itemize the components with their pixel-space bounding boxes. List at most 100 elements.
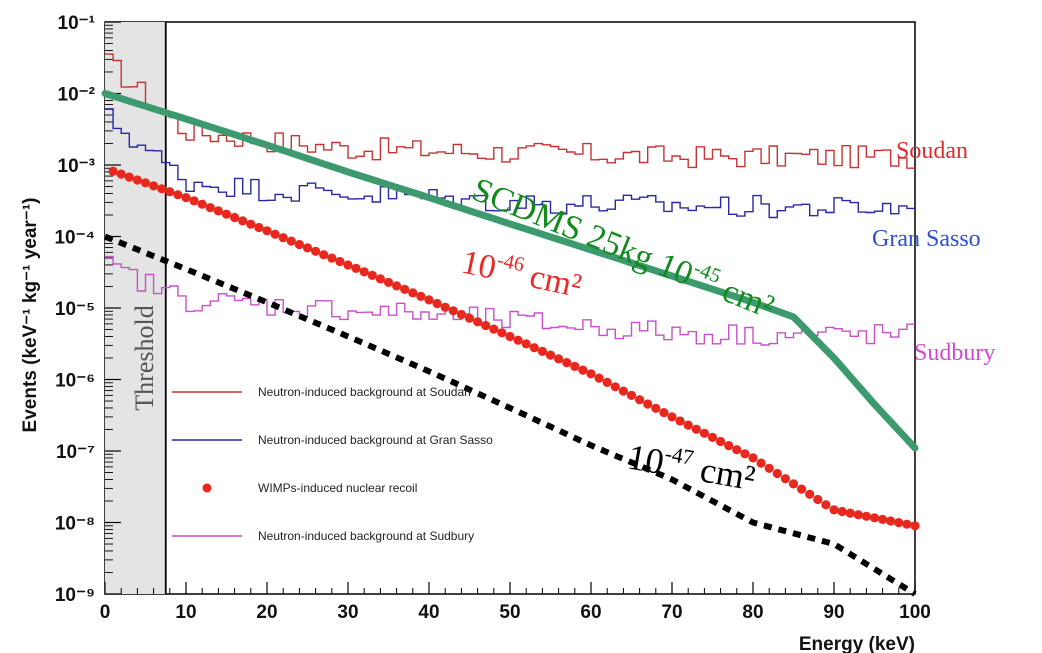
wimp-point xyxy=(408,288,418,298)
wimp-point xyxy=(626,390,637,400)
x-tick-label: 30 xyxy=(337,602,358,623)
wimp-point xyxy=(116,169,126,179)
wimp-point xyxy=(521,339,531,349)
wimp-point xyxy=(675,416,685,426)
wimp-point xyxy=(302,243,313,253)
wimp-point xyxy=(699,428,710,438)
series-sudbury xyxy=(105,255,915,346)
y-tick-label: 10⁻¹ xyxy=(58,13,96,34)
wimp-point xyxy=(586,369,596,379)
wimp-point xyxy=(400,284,410,294)
wimp-point xyxy=(149,181,159,191)
wimp-point xyxy=(319,250,329,260)
wimp-point xyxy=(343,260,353,270)
x-tick-label: 100 xyxy=(899,602,931,623)
wimp-point xyxy=(140,178,151,188)
x-axis-label: Energy (keV) xyxy=(799,634,915,653)
wimp-point xyxy=(464,313,475,323)
wimp-point xyxy=(805,489,815,499)
wimp-point xyxy=(383,277,394,287)
wimp-point xyxy=(748,453,758,463)
wimp-point xyxy=(780,474,791,484)
wimp-point xyxy=(197,199,207,209)
wimp-point xyxy=(837,506,847,517)
wimp-point xyxy=(359,267,369,277)
annotation-sudbury: Sudbury xyxy=(914,340,995,366)
wimp-point xyxy=(910,521,920,531)
wimp-point xyxy=(707,432,718,442)
y-tick-label: 10⁻⁶ xyxy=(55,371,95,392)
wimp-point xyxy=(691,424,701,434)
wimp-point xyxy=(537,346,548,356)
legend-label: Neutron-induced background at Soudan xyxy=(258,385,471,399)
wimp-point xyxy=(853,510,863,520)
y-tick-label: 10⁻⁷ xyxy=(56,442,95,463)
series-10-cm xyxy=(103,233,917,597)
wimp-point xyxy=(813,494,823,505)
wimp-point xyxy=(732,445,742,455)
series-layer xyxy=(101,53,920,597)
x-tick-label: 10 xyxy=(175,602,196,623)
axis-labels: Energy (keV) Events (keV⁻¹ kg⁻¹ year⁻¹) xyxy=(20,198,915,653)
wimp-point xyxy=(545,350,556,360)
wimp-point xyxy=(221,209,232,219)
wimp-point xyxy=(902,519,912,529)
wimp-point xyxy=(756,458,766,468)
wimp-point xyxy=(618,386,629,396)
wimp-point xyxy=(181,193,191,203)
wimp-point xyxy=(562,358,572,368)
annotation-soudan: Soudan xyxy=(896,138,968,164)
legend-label: WIMPs-induced nuclear recoil xyxy=(258,481,417,495)
wimp-point xyxy=(578,365,588,375)
legend: Neutron-induced background at Soudan Neut… xyxy=(172,385,493,543)
legend-swatch xyxy=(202,483,212,493)
y-tick-label: 10⁻³ xyxy=(58,156,96,177)
wimp-point xyxy=(797,484,807,494)
wimp-point xyxy=(513,335,523,345)
series-wimps-10-cm xyxy=(108,166,920,531)
wimp-point xyxy=(456,309,466,320)
wimp-point xyxy=(659,408,669,418)
legend-entry: Neutron-induced background at Sudbury xyxy=(172,529,474,543)
x-tick-label: 20 xyxy=(256,602,277,623)
wimp-point xyxy=(238,216,248,226)
wimp-point xyxy=(270,229,280,239)
wimp-point xyxy=(165,187,175,197)
wimp-point xyxy=(108,166,118,176)
y-axis-label: Events (keV⁻¹ kg⁻¹ year⁻¹) xyxy=(20,198,41,433)
x-tick-label: 60 xyxy=(580,602,601,623)
wimp-point xyxy=(375,274,385,284)
wimp-point xyxy=(157,184,167,194)
y-tick-label: 10⁻⁵ xyxy=(55,299,95,320)
wimp-point xyxy=(440,302,450,312)
x-tick-label: 80 xyxy=(742,602,763,623)
plot-frame xyxy=(104,21,916,595)
wimp-point xyxy=(594,373,604,383)
y-tick-label: 10⁻⁴ xyxy=(54,228,95,249)
x-tick-label: 70 xyxy=(661,602,682,623)
wimp-point xyxy=(554,354,564,364)
wimp-point xyxy=(602,377,612,387)
wimp-point xyxy=(294,239,304,250)
series-soudan xyxy=(105,53,915,169)
series-scdms-25kg-10-cm xyxy=(101,90,919,452)
wimp-point xyxy=(894,518,904,528)
wimp-point xyxy=(132,175,142,185)
wimp-point xyxy=(869,513,880,523)
series-gran-sasso xyxy=(105,108,915,219)
legend-label: Neutron-induced background at Gran Sasso xyxy=(258,433,493,447)
wimp-point xyxy=(643,399,653,409)
wimp-point xyxy=(335,256,345,267)
x-tick-label: 50 xyxy=(499,602,520,623)
y-tick-label: 10⁻⁹ xyxy=(55,585,95,606)
wimp-point xyxy=(351,263,361,273)
legend-entry: Neutron-induced background at Soudan xyxy=(172,385,471,399)
wimp-point xyxy=(392,281,402,291)
legend-label: Neutron-induced background at Sudbury xyxy=(258,529,474,543)
wimp-point xyxy=(651,403,661,413)
wimp-point xyxy=(635,395,645,405)
wimp-point xyxy=(230,212,240,223)
wimp-point xyxy=(829,505,839,515)
wimp-point xyxy=(821,500,831,510)
